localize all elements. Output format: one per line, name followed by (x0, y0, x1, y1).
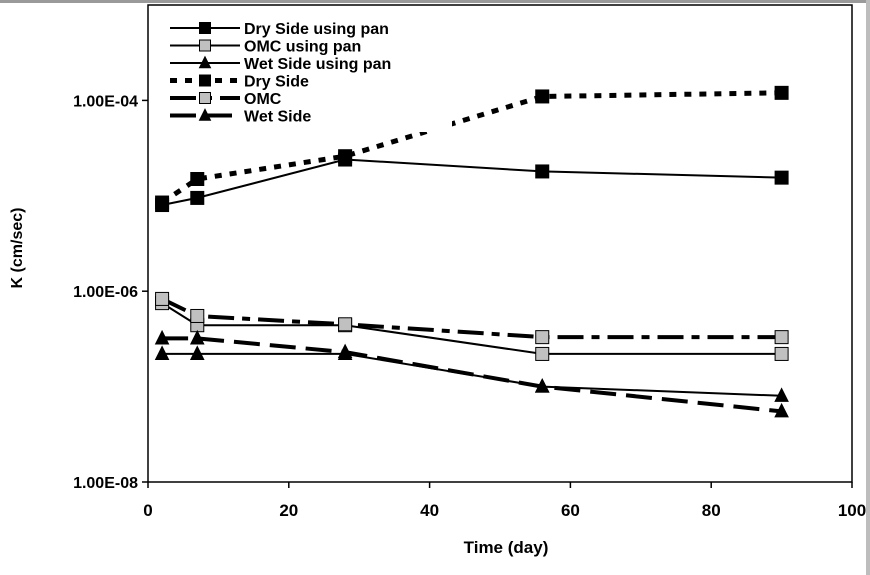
x-tick-label: 0 (143, 501, 152, 520)
x-tick-label: 40 (420, 501, 439, 520)
legend-label: Dry Side (244, 74, 309, 91)
legend-label: OMC using pan (244, 39, 361, 56)
series-4 (155, 85, 789, 210)
legend-marker (198, 55, 212, 69)
plot-area-border (147, 4, 853, 483)
data-point (338, 317, 353, 332)
data-point (190, 190, 205, 205)
data-point (535, 330, 550, 345)
data-point (535, 89, 550, 104)
data-point (154, 345, 170, 360)
legend-item: Wet Side (170, 108, 311, 126)
legend-item: Wet Side using pan (170, 55, 391, 73)
data-point (155, 195, 170, 210)
data-point (154, 329, 170, 345)
data-point (774, 170, 789, 185)
legend-marker (199, 39, 211, 52)
top-frame (0, 0, 870, 3)
legend-marker (199, 74, 211, 87)
data-point (535, 164, 550, 179)
data-point (534, 378, 550, 393)
y-tick-label: 1.00E-08 (73, 475, 138, 492)
series-6 (154, 329, 789, 418)
data-point (190, 308, 205, 323)
data-point (189, 345, 205, 360)
data-point (774, 85, 789, 100)
legend-item: OMC using pan (170, 39, 361, 56)
legend-item: OMC (170, 91, 282, 108)
series-layer (154, 85, 789, 418)
legend-label: Wet Side (244, 109, 311, 126)
y-axis-label: K (cm/sec) (9, 208, 26, 289)
legend-item: Dry Side (170, 74, 309, 91)
plot-frame (147, 4, 853, 483)
data-point (155, 291, 170, 306)
data-point (190, 172, 205, 187)
data-point (338, 149, 353, 164)
data-point (774, 402, 789, 418)
x-tick-label: 80 (702, 501, 721, 520)
y-tick-label: 1.00E-04 (73, 93, 138, 110)
data-point (774, 387, 789, 402)
x-tick-label: 100 (838, 501, 866, 520)
legend-marker (198, 108, 212, 121)
legend-label: Dry Side using pan (244, 21, 389, 38)
data-point (535, 346, 550, 361)
data-point (189, 329, 205, 345)
right-frame (866, 0, 870, 575)
legend-label: OMC (244, 91, 282, 108)
data-point (337, 343, 353, 359)
legend-label: Wet Side using pan (244, 56, 391, 73)
legend-marker (199, 92, 211, 104)
axis-ticks: 0 20 40 60 80 100 1.00E-08 1.00E-06 1.00E-04 (73, 93, 866, 520)
data-point (774, 330, 789, 345)
x-tick-label: 20 (279, 501, 298, 520)
x-axis-label: Time (day) (464, 538, 549, 557)
data-point (774, 346, 789, 361)
series-5 (155, 291, 789, 345)
legend-marker (199, 22, 211, 34)
y-tick-label: 1.00E-06 (73, 284, 138, 301)
x-tick-label: 60 (561, 501, 580, 520)
legend-item: Dry Side using pan (170, 21, 389, 38)
